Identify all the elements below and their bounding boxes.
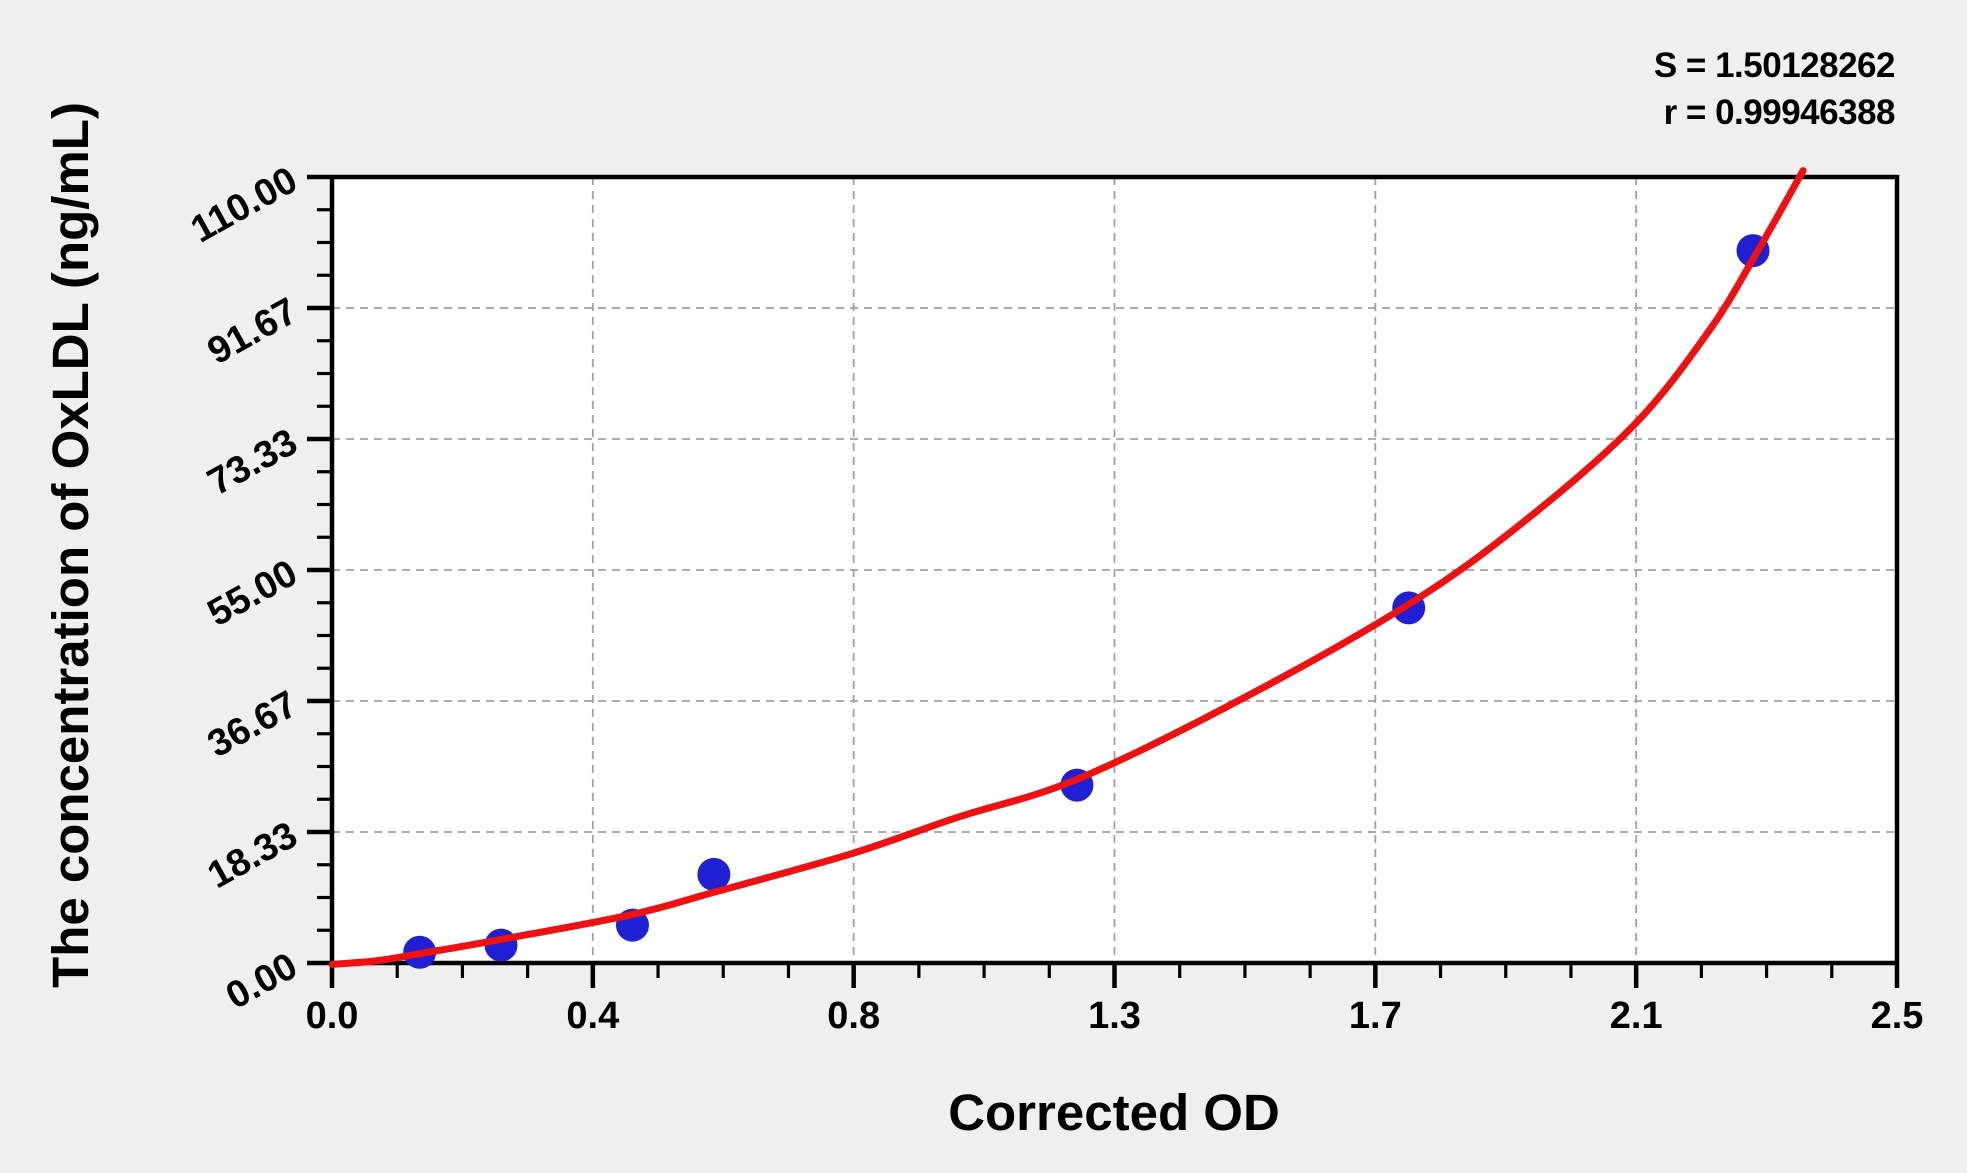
x-tick-label: 2.1 <box>1610 995 1663 1037</box>
y-axis-title: The concentration of OxLDL (ng/mL) <box>42 102 99 988</box>
y-tick-label: 0.00 <box>219 945 304 1018</box>
x-tick-label: 0.8 <box>827 995 880 1037</box>
y-tick-label: 36.67 <box>201 683 305 766</box>
x-tick-label: 0.0 <box>306 995 359 1037</box>
x-tick-label: 0.4 <box>566 995 619 1037</box>
x-axis-title: Corrected OD <box>948 1084 1280 1141</box>
y-tick-label: 18.33 <box>201 814 305 897</box>
x-tick-label: 1.7 <box>1349 995 1402 1037</box>
fit-stat-s: S = 1.50128262 <box>1653 46 1896 85</box>
x-tick-label: 2.5 <box>1871 995 1924 1037</box>
fit-stat-r: r = 0.99946388 <box>1663 93 1896 132</box>
x-tick-label: 1.3 <box>1088 995 1141 1037</box>
y-tick-label: 73.33 <box>201 421 305 504</box>
y-tick-label: 55.00 <box>201 552 305 635</box>
y-tick-label: 110.00 <box>184 159 304 251</box>
fitted-curve <box>328 167 1807 968</box>
y-tick-label: 91.67 <box>201 290 305 373</box>
plot-border <box>329 174 1900 966</box>
data-point <box>697 857 731 891</box>
data-point <box>484 928 518 962</box>
fit-statistics: S = 1.50128262 r = 0.99946388 <box>1653 42 1896 136</box>
